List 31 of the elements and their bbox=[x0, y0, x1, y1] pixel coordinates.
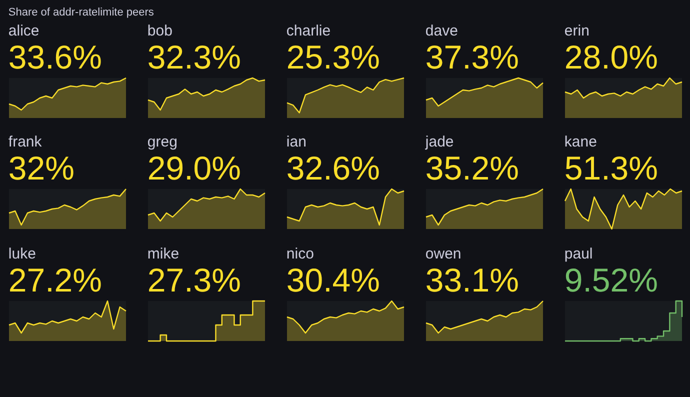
text: 25.3% bbox=[286, 38, 380, 76]
chart-title: paul bbox=[564, 245, 593, 262]
chart-title: charlie bbox=[286, 22, 331, 40]
text: 33.6% bbox=[8, 38, 102, 76]
chart-title: kane bbox=[564, 133, 597, 150]
text: Share of addr-ratelimite peers bbox=[8, 6, 154, 18]
chart-title: nico bbox=[286, 245, 314, 262]
chart-title: mike bbox=[147, 245, 180, 262]
text: 27.2% bbox=[8, 261, 102, 298]
text: 27.3% bbox=[147, 261, 241, 298]
chart-title: greg bbox=[147, 133, 178, 150]
text: 32% bbox=[8, 149, 74, 186]
chart-title: alice bbox=[8, 22, 40, 40]
chart-title: ian bbox=[286, 133, 306, 150]
chart-title: frank bbox=[8, 133, 42, 150]
chart-title: luke bbox=[8, 245, 36, 262]
chart-title: jade bbox=[424, 133, 454, 150]
text: 29.0% bbox=[147, 149, 241, 186]
text: 32.3% bbox=[147, 38, 241, 76]
text: 35.2% bbox=[425, 149, 519, 186]
text: 32.6% bbox=[286, 149, 380, 186]
chart-title: bob bbox=[147, 22, 172, 40]
text: 30.4% bbox=[286, 261, 380, 298]
text: 28.0% bbox=[564, 38, 658, 76]
text: 9.52% bbox=[564, 261, 658, 298]
chart-title: erin bbox=[564, 22, 590, 40]
chart-title: dave bbox=[425, 22, 458, 40]
text: 37.3% bbox=[425, 38, 519, 76]
chart-title: owen bbox=[425, 245, 462, 262]
text: 33.1% bbox=[425, 261, 519, 298]
text: 51.3% bbox=[564, 149, 658, 186]
